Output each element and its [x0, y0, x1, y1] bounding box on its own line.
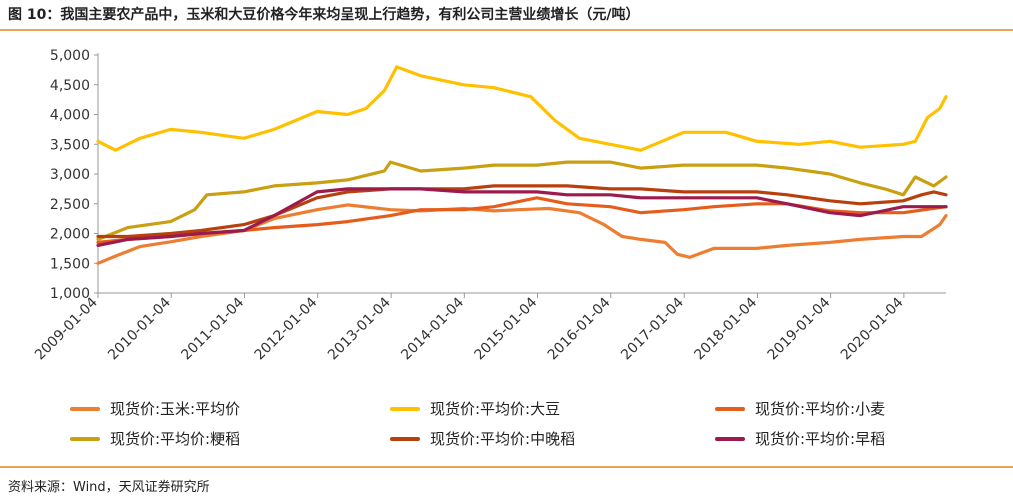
legend-item: 现货价:平均价:小麦: [715, 398, 885, 419]
legend-swatch: [390, 436, 420, 441]
x-tick-label: 2020-01-04: [838, 294, 907, 363]
legend-label: 现货价:平均价:中晚稻: [430, 430, 576, 448]
legend-swatch: [715, 436, 745, 441]
y-tick-label: 1,500: [50, 256, 90, 272]
y-tick-label: 4,500: [50, 78, 90, 94]
series-line-5: [96, 184, 948, 239]
y-tick-label: 5,000: [50, 48, 90, 64]
series-line-4: [96, 160, 948, 241]
series-line-1: [96, 203, 948, 265]
legend-item: 现货价:平均价:早稻: [715, 428, 885, 449]
y-tick-label: 2,500: [50, 197, 90, 213]
legend-label: 现货价:玉米:平均价: [110, 400, 241, 418]
legend-swatch: [70, 406, 100, 411]
y-tick-label: 2,000: [50, 227, 90, 243]
x-tick-label: 2016-01-04: [545, 294, 614, 363]
legend-label: 现货价:平均价:大豆: [430, 400, 561, 418]
legend-swatch: [715, 406, 745, 411]
x-tick-label: 2017-01-04: [618, 294, 687, 363]
y-tick-label: 4,000: [50, 108, 90, 124]
x-tick-label: 2013-01-04: [325, 294, 394, 363]
series-line-2: [96, 65, 948, 152]
x-tick-label: 2011-01-04: [178, 294, 247, 363]
legend-item: 现货价:平均价:大豆: [390, 398, 560, 419]
bottom-rule: [0, 466, 1013, 468]
series-line-6: [96, 187, 948, 247]
source-note: 资料来源：Wind，天风证券研究所: [8, 480, 210, 495]
legend-label: 现货价:平均价:早稻: [755, 430, 886, 448]
top-rule: [0, 29, 1013, 31]
legend-swatch: [390, 406, 420, 411]
legend-item: 现货价:平均价:中晚稻: [390, 428, 575, 449]
x-tick-label: 2014-01-04: [398, 294, 467, 363]
y-tick-label: 3,500: [50, 137, 90, 153]
legend-item: 现货价:平均价:粳稻: [70, 428, 240, 449]
x-tick-label: 2010-01-04: [105, 294, 174, 363]
legend-swatch: [70, 436, 100, 441]
x-tick-label: 2015-01-04: [472, 294, 541, 363]
x-tick-label: 2018-01-04: [691, 294, 760, 363]
x-tick-label: 2009-01-04: [32, 294, 101, 363]
legend-item: 现货价:玉米:平均价: [70, 398, 240, 419]
legend: 现货价:玉米:平均价 现货价:平均价:大豆 现货价:平均价:小麦现货价:平均价:粳稻…: [0, 392, 1013, 452]
line-chart: 1,000 1,500 2,000 2,500 3,000 3,500 4,000 4,500…: [32, 48, 948, 363]
chart-title: 图 10：我国主要农产品中，玉米和大豆价格今年来均呈现上行趋势，有利公司主营业绩…: [8, 7, 640, 23]
legend-label: 现货价:平均价:小麦: [755, 400, 886, 418]
y-tick-label: 3,000: [50, 167, 90, 183]
x-tick-label: 2019-01-04: [765, 294, 834, 363]
x-tick-label: 2012-01-04: [252, 294, 321, 363]
legend-label: 现货价:平均价:粳稻: [110, 430, 241, 448]
series-line-3: [96, 196, 948, 244]
y-tick-label: 1,000: [50, 286, 90, 302]
